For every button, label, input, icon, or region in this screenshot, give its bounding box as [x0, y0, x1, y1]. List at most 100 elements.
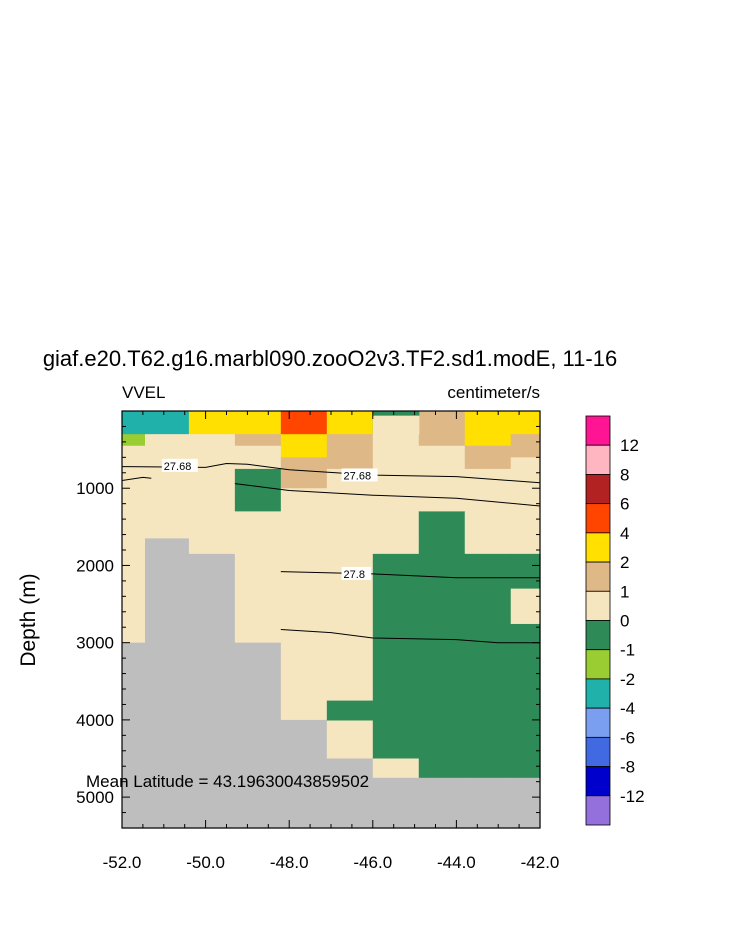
heatmap-cell	[510, 488, 541, 512]
heatmap-cell	[122, 457, 146, 470]
x-tick-label: -46.0	[353, 853, 392, 872]
heatmap-cell	[372, 445, 420, 458]
heatmap-cell	[326, 434, 374, 447]
colorbar-swatch	[585, 415, 611, 446]
contour-label: 27.68	[164, 461, 192, 473]
heatmap-cell	[234, 488, 282, 512]
colorbar-label: -1	[620, 641, 635, 660]
heatmap-cell	[234, 511, 282, 540]
heatmap-cell	[510, 758, 541, 779]
heatmap-cell	[510, 434, 541, 447]
colorbar-label: 0	[620, 612, 629, 631]
heatmap-cell	[234, 553, 282, 644]
heatmap-cell	[234, 719, 282, 760]
heatmap-cell	[188, 758, 236, 779]
heatmap-cell	[510, 411, 541, 435]
heatmap-cell	[234, 457, 282, 470]
heatmap-cell	[280, 719, 328, 760]
heatmap-cell	[188, 488, 236, 512]
heatmap-cell	[326, 538, 374, 555]
heatmap-cell	[234, 538, 282, 555]
heatmap-cell	[510, 588, 541, 624]
colorbar-label: -12	[620, 787, 645, 806]
heatmap-cell	[326, 457, 374, 470]
heatmap-cell	[372, 457, 420, 470]
heatmap-cell	[188, 445, 236, 458]
heatmap-cell	[280, 758, 328, 779]
x-tick-label: -50.0	[186, 853, 225, 872]
heatmap-cell	[188, 719, 236, 760]
heatmap-cell	[122, 488, 146, 512]
contour-line	[280, 571, 540, 579]
heatmap-cell	[234, 411, 282, 435]
heatmap-cell	[280, 553, 328, 644]
colorbar-label: -4	[620, 699, 635, 718]
heatmap-cell	[280, 411, 328, 435]
heatmap-cell	[372, 434, 420, 447]
colorbar-swatch	[585, 474, 611, 505]
heatmap-cell	[144, 468, 190, 489]
heatmap-cell	[280, 488, 328, 512]
colorbar-label: 2	[620, 553, 629, 572]
heatmap-cell	[372, 758, 420, 779]
contour-label-bg	[341, 566, 372, 580]
y-tick-label: 4000	[76, 711, 114, 730]
colorbar-swatch	[585, 561, 611, 592]
heatmap-cell	[464, 445, 512, 458]
heatmap-cell	[510, 511, 541, 540]
heatmap-cell	[280, 457, 328, 470]
heatmap-cell	[234, 445, 282, 458]
chart-title: giaf.e20.T62.g16.marbl090.zooO2v3.TF2.sd…	[43, 346, 617, 371]
heatmap-cell	[510, 468, 541, 489]
contour-lines: 27.68 27.68 27.8	[121, 458, 541, 644]
x-tick-label: -42.0	[521, 853, 560, 872]
colorbar-label: -2	[620, 670, 635, 689]
heatmap-cell	[188, 468, 236, 489]
heatmap-cell	[122, 411, 146, 435]
heatmap-cell	[372, 415, 420, 435]
heatmap-cell	[234, 777, 282, 829]
contour-label: 27.68	[344, 470, 372, 482]
variable-label: VVEL	[122, 383, 165, 402]
heatmap-cell	[418, 488, 466, 512]
contour-label-bg	[341, 468, 378, 482]
heatmap-cell	[188, 511, 236, 540]
heatmap-cell	[144, 411, 190, 435]
heatmap-cell	[372, 411, 420, 417]
contour-label: 27.8	[344, 569, 365, 581]
heatmap-cell	[464, 719, 512, 760]
x-tick-label: -44.0	[437, 853, 476, 872]
heatmap-cell	[418, 642, 466, 721]
heatmap-cell	[372, 511, 420, 540]
heatmap-cell	[372, 553, 420, 644]
heatmap-cell	[418, 511, 466, 540]
heatmap-cell	[464, 777, 512, 829]
heatmap-cell	[188, 777, 236, 829]
colorbar-swatch	[585, 766, 611, 797]
heatmap-cell	[418, 758, 466, 779]
heatmap-cell	[372, 642, 420, 721]
heatmap-cell	[464, 457, 512, 470]
heatmap-cell	[464, 511, 512, 540]
heatmap-cell	[144, 538, 190, 555]
heatmap-cell	[234, 468, 282, 489]
units-label: centimeter/s	[447, 383, 540, 402]
heatmap-cell	[326, 700, 374, 721]
heatmap-cell	[188, 642, 236, 721]
heatmap-cell	[280, 434, 328, 447]
heatmap-cell	[326, 511, 374, 540]
heatmap-cell	[188, 457, 236, 470]
heatmap-cell	[418, 411, 466, 435]
heatmap-cell	[188, 411, 236, 435]
heatmap-cell	[464, 434, 512, 447]
colorbar: 12 8 6 4 2 1 0 -1 -2 -4 -6 -8 -12	[585, 415, 645, 826]
heatmap-cell	[234, 758, 282, 779]
colorbar-label: -6	[620, 728, 635, 747]
colorbar-swatch	[585, 707, 611, 738]
heatmap-cell	[372, 719, 420, 760]
colorbar-label: -8	[620, 758, 635, 777]
heatmap-cell	[418, 445, 466, 458]
colorbar-label: 8	[620, 465, 629, 484]
y-tick-label: 2000	[76, 556, 114, 575]
